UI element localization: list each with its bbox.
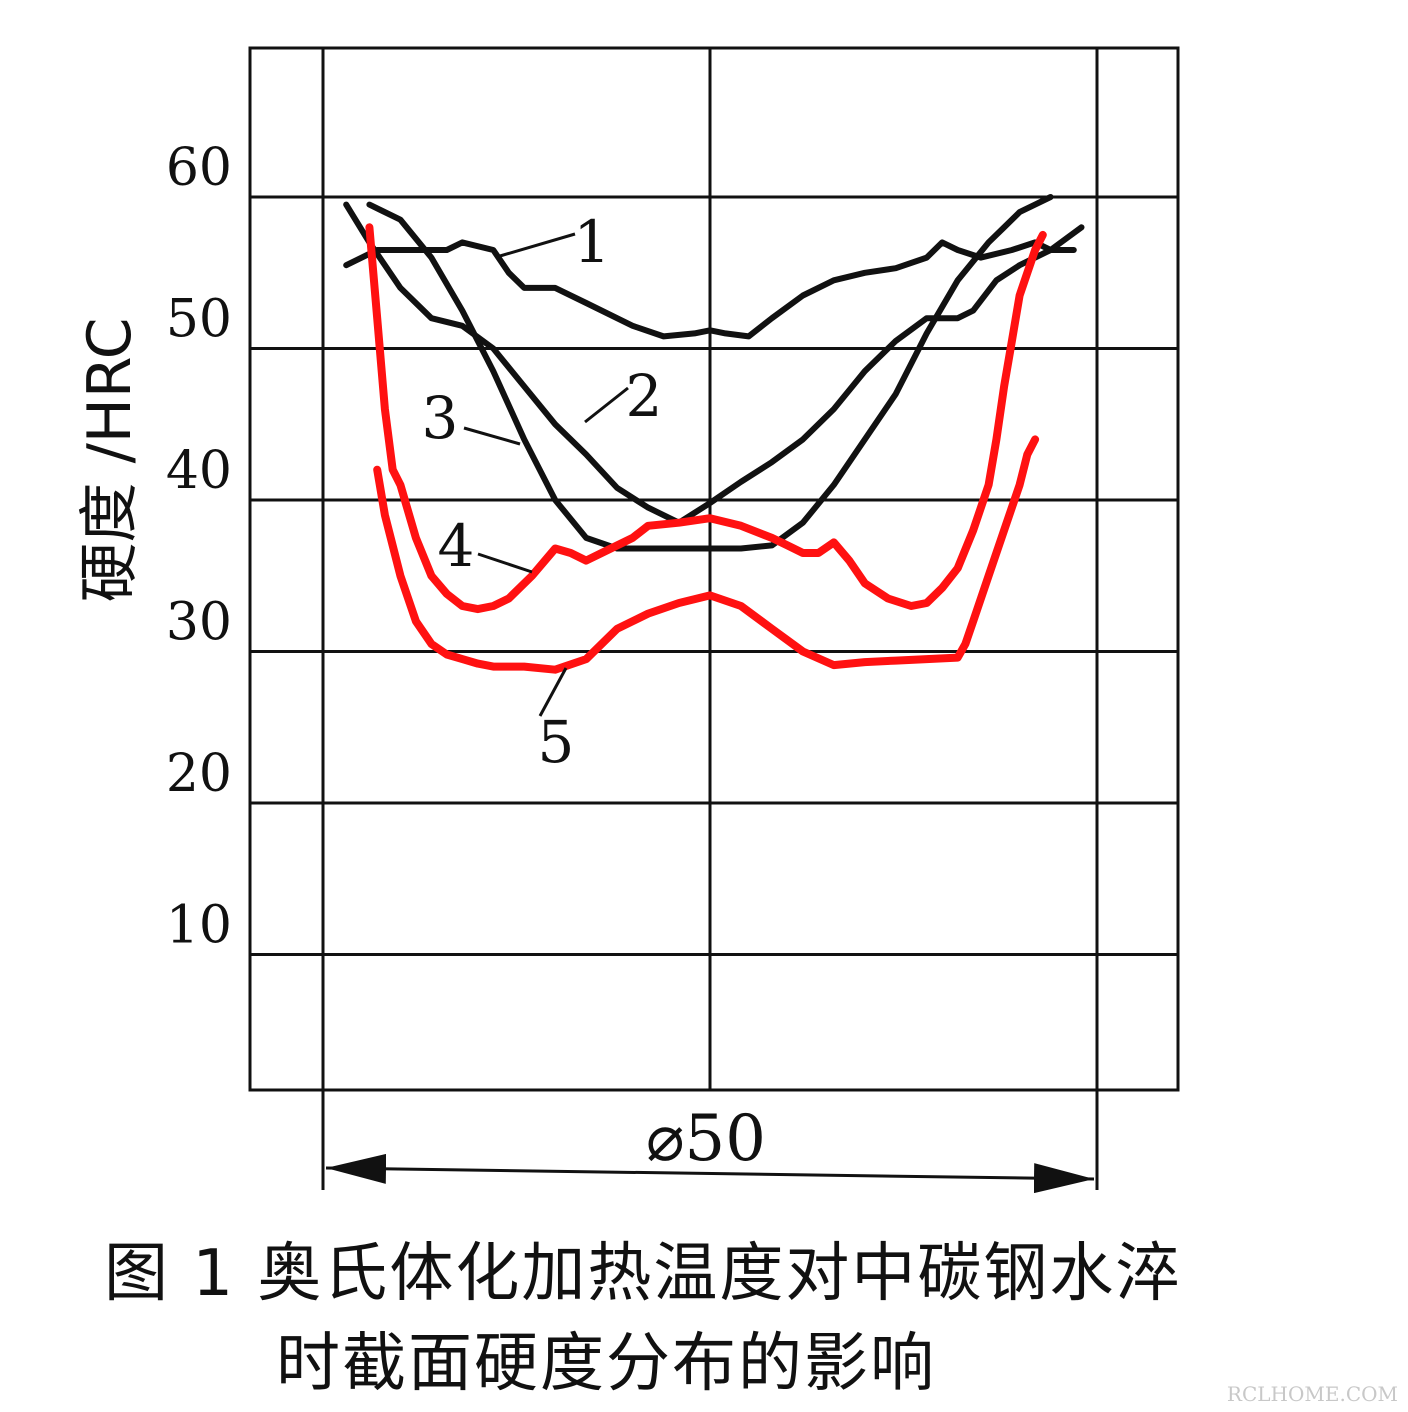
leader-line-2 — [584, 386, 629, 424]
leader-line-1 — [499, 232, 576, 258]
curve-1 — [343, 239, 1077, 340]
y-tick-label-60: 60 — [166, 138, 232, 198]
curve-labels: 1 2 3 4 5 — [422, 208, 663, 776]
y-tick-label-40: 40 — [166, 441, 232, 501]
curves — [343, 194, 1085, 674]
curve-2 — [343, 201, 1085, 526]
y-tick-label-20: 20 — [166, 744, 232, 804]
y-tick-label-10: 10 — [166, 896, 232, 956]
grid — [248, 46, 1180, 1190]
curve-label-3: 3 — [422, 384, 459, 452]
leader-line-4 — [477, 552, 533, 574]
y-tick-labels: 10 20 30 40 50 60 — [166, 138, 232, 956]
y-axis-label: 硬度 /HRC — [75, 318, 145, 603]
diameter-label: ⌀50 — [646, 1102, 766, 1176]
plot-frame — [248, 46, 1180, 1092]
leader-line-5 — [538, 667, 568, 717]
y-tick-label-30: 30 — [166, 593, 232, 653]
curve-5 — [373, 435, 1040, 674]
watermark: RCLHOME.COM — [1226, 1382, 1398, 1406]
curve-label-1: 1 — [574, 208, 611, 276]
curve-label-2: 2 — [626, 362, 663, 430]
curve-label-5: 5 — [538, 708, 575, 776]
curve-3 — [366, 194, 1054, 552]
leader-line-3 — [463, 426, 521, 446]
dimension-arrow — [325, 1153, 1095, 1194]
curve-4 — [365, 223, 1047, 614]
diameter-dimension: ⌀50 — [325, 1102, 1095, 1194]
figure-caption-line-2: 时截面硬度分布的影响 — [276, 1327, 936, 1401]
y-tick-label-50: 50 — [166, 290, 232, 350]
figure-caption-line-1: 图 1 奥氏体化加热温度对中碳钢水淬 — [104, 1237, 1182, 1311]
curve-label-4: 4 — [438, 512, 475, 580]
